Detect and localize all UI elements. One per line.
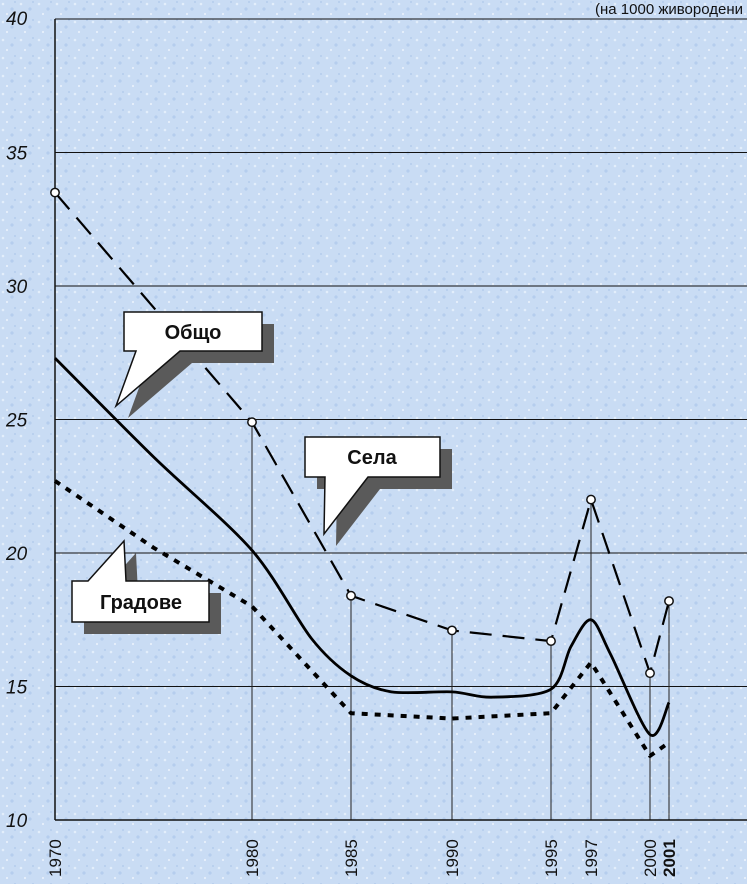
x-tick-1995: 1995 (542, 839, 561, 877)
y-tick-10: 10 (6, 811, 28, 832)
y-tick-25: 25 (5, 411, 28, 432)
sela-marker-2001 (664, 596, 674, 607)
y-tick-15: 15 (6, 678, 28, 699)
point-markers (50, 187, 674, 679)
callout-gradove-label: Градове (100, 592, 182, 614)
series-line-0 (54, 191, 671, 675)
x-tick-1985: 1985 (342, 839, 361, 877)
y-tick-40: 40 (6, 9, 28, 30)
sela-marker-2000 (645, 668, 655, 679)
x-tick-1990: 1990 (443, 839, 462, 877)
y-tick-labels: 10 15 20 25 30 35 40 (5, 9, 28, 832)
sela-marker-1995 (546, 636, 556, 647)
axes (54, 19, 747, 821)
callout-gradove: Градове (71, 539, 221, 634)
callout-obshto-label: Общо (165, 322, 222, 344)
x-tick-1970: 1970 (46, 839, 65, 877)
x-tick-2001: 2001 (660, 839, 679, 877)
sela-marker-1970 (50, 187, 60, 198)
x-tick-2000: 2000 (641, 839, 660, 877)
unit-note: (на 1000 живородени (595, 1, 743, 18)
y-tick-20: 20 (5, 544, 28, 565)
series-line-1 (54, 357, 671, 737)
y-tick-30: 30 (6, 277, 28, 298)
sela-marker-1980 (247, 417, 257, 428)
x-tick-1997: 1997 (582, 839, 601, 877)
x-tick-1980: 1980 (243, 839, 262, 877)
series-line-2 (53, 479, 671, 758)
sela-marker-1990 (447, 625, 457, 636)
sela-marker-1997 (586, 494, 596, 505)
y-tick-35: 35 (6, 144, 28, 165)
sela-marker-1985 (346, 590, 356, 601)
callout-obshto: Общо (114, 311, 274, 418)
drop-lines (251, 422, 670, 820)
callout-sela: Села (304, 436, 452, 546)
callout-sela-label: Села (347, 447, 397, 469)
gridlines (55, 18, 747, 687)
x-tick-labels: 1970 1980 1985 1990 1995 1997 2000 2001 (46, 839, 679, 877)
series-lines (53, 191, 671, 758)
